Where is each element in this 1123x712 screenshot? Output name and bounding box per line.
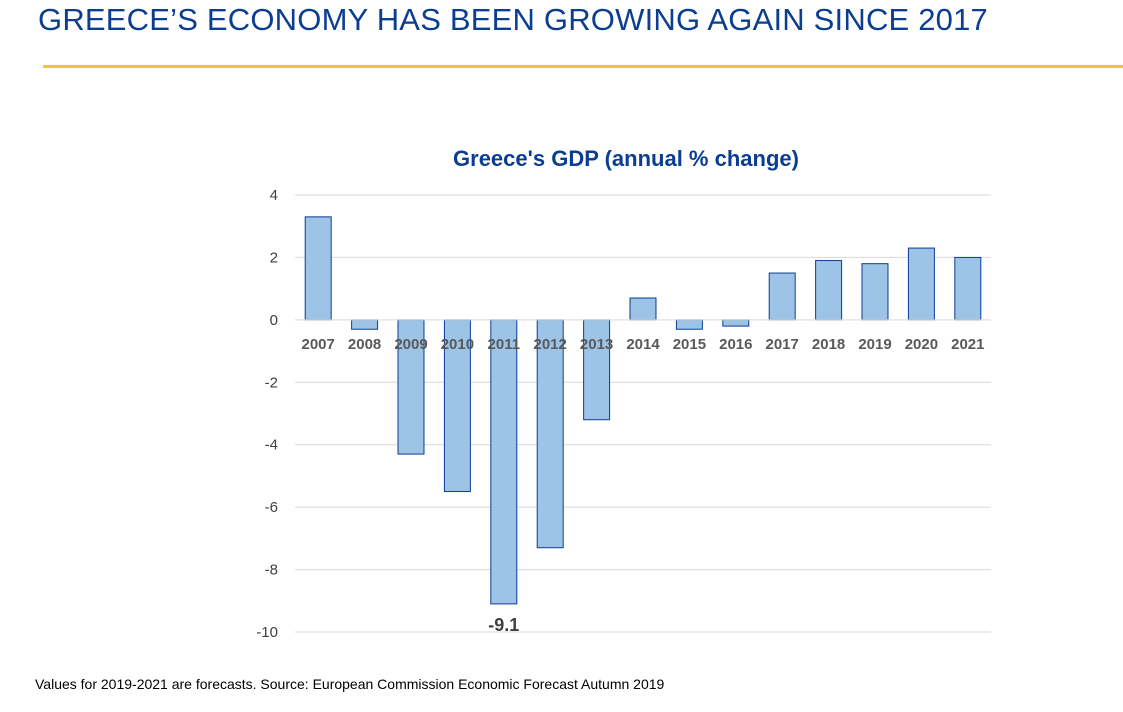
x-tick-label: 2007 [302, 336, 335, 353]
y-tick-label: -6 [265, 499, 278, 516]
bars [304, 216, 982, 605]
bar-2021 [954, 256, 982, 321]
x-tick-label: 2017 [766, 336, 799, 353]
bar-2012 [536, 319, 564, 549]
x-tick-label: 2016 [719, 336, 752, 353]
x-tick-label: 2020 [905, 336, 938, 353]
chart-title: Greece's GDP (annual % change) [453, 146, 799, 171]
footnote: Values for 2019-2021 are forecasts. Sour… [35, 676, 665, 692]
data-labels: -9.1 [488, 615, 519, 635]
x-axis-ticks: 2007 2008 2009 2010 2011 2012 2013 2014 2015 2016… [302, 336, 985, 353]
x-tick-label: 2013 [580, 336, 613, 353]
y-tick-label: 4 [270, 187, 278, 204]
x-tick-label: 2011 [488, 336, 521, 353]
x-tick-label: 2010 [441, 336, 474, 353]
x-tick-label: 2014 [626, 336, 660, 353]
y-tick-label: -2 [265, 374, 278, 391]
bar-2019 [861, 263, 889, 321]
y-axis-ticks: 4 2 0 -2 -4 -6 -8 -10 [256, 187, 278, 641]
x-tick-label: 2009 [394, 336, 427, 353]
x-tick-label: 2018 [812, 336, 845, 353]
x-tick-label: 2019 [858, 336, 891, 353]
bar-2016 [722, 319, 750, 327]
bar-2018 [815, 260, 843, 321]
x-tick-label: 2021 [951, 336, 984, 353]
bar-2009 [397, 319, 425, 455]
y-tick-label: 2 [270, 249, 278, 266]
bar-2013 [583, 319, 611, 421]
bar-2020 [907, 247, 935, 321]
bar-2017 [768, 272, 796, 321]
bar-2011 [490, 319, 518, 605]
slide-title: GREECE’S ECONOMY HAS BEEN GROWING AGAIN … [38, 2, 988, 37]
title-divider [43, 65, 1123, 68]
data-label: -9.1 [488, 615, 519, 635]
bar-2008 [351, 319, 379, 330]
bar-2007 [304, 216, 332, 321]
x-tick-label: 2008 [348, 336, 381, 353]
bar-2010 [443, 319, 471, 493]
bar-2015 [675, 319, 703, 330]
y-tick-label: 0 [270, 312, 278, 329]
y-tick-label: -10 [256, 624, 278, 641]
y-tick-label: -4 [265, 437, 278, 454]
x-tick-label: 2012 [534, 336, 567, 353]
x-tick-label: 2015 [673, 336, 706, 353]
y-tick-label: -8 [265, 562, 278, 579]
bar-2014 [629, 297, 657, 321]
